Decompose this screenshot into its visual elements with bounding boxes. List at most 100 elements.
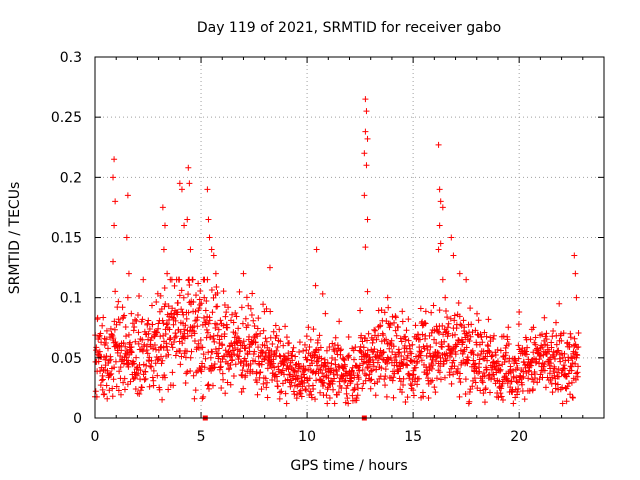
data-point <box>252 358 259 365</box>
data-point <box>176 276 183 283</box>
data-point <box>364 347 371 354</box>
data-point <box>554 348 561 355</box>
data-point <box>526 387 533 394</box>
data-point <box>345 352 352 359</box>
data-point <box>260 301 267 308</box>
data-point <box>165 386 172 393</box>
data-point <box>137 367 144 374</box>
data-point <box>373 366 380 373</box>
data-point <box>326 394 333 401</box>
data-point <box>159 317 166 324</box>
data-point <box>481 373 488 380</box>
data-point <box>250 317 257 324</box>
x-axis-label: GPS time / hours <box>290 458 407 474</box>
data-point <box>260 380 267 387</box>
data-point <box>400 375 407 382</box>
data-point <box>364 135 371 142</box>
data-point <box>444 324 451 331</box>
data-point <box>378 307 385 314</box>
data-point <box>399 360 406 367</box>
data-point <box>558 350 565 357</box>
y-tick-label: 0 <box>73 411 82 427</box>
data-point <box>146 383 153 390</box>
data-point <box>195 280 202 287</box>
data-point <box>574 352 581 359</box>
data-point <box>145 336 152 343</box>
data-point <box>361 192 368 199</box>
data-point <box>142 375 149 382</box>
data-point <box>296 348 303 355</box>
data-point <box>359 338 366 345</box>
data-point <box>211 361 218 368</box>
data-point <box>397 365 404 372</box>
data-point <box>151 342 158 348</box>
data-point <box>255 344 262 351</box>
data-point <box>297 387 304 394</box>
data-point <box>419 331 426 338</box>
data-point <box>370 363 377 370</box>
data-point <box>123 333 130 340</box>
data-point <box>136 362 143 369</box>
data-point <box>569 394 576 401</box>
data-point <box>325 384 332 391</box>
data-point <box>233 313 240 320</box>
data-point <box>541 367 548 374</box>
data-point <box>115 387 122 394</box>
data-point <box>440 360 447 367</box>
data-point <box>424 370 431 377</box>
data-point <box>384 360 391 367</box>
data-point <box>444 314 451 321</box>
data-point <box>257 330 264 337</box>
data-point <box>351 356 358 363</box>
data-point <box>437 376 444 383</box>
data-point <box>276 395 283 402</box>
data-point <box>101 390 108 397</box>
data-point <box>343 390 350 397</box>
data-point <box>388 337 395 344</box>
data-point <box>122 323 129 330</box>
data-point <box>178 306 185 313</box>
data-point <box>372 392 379 399</box>
data-point <box>403 361 410 368</box>
data-point <box>540 363 547 370</box>
data-point <box>436 222 443 229</box>
data-point <box>515 321 522 328</box>
data-point <box>110 258 117 265</box>
data-point <box>538 331 545 338</box>
data-point <box>548 380 555 387</box>
data-point <box>301 367 308 374</box>
data-point <box>219 356 226 363</box>
data-point <box>180 294 187 301</box>
data-point <box>497 347 504 354</box>
data-point <box>406 342 413 349</box>
data-point <box>141 376 148 383</box>
data-point <box>364 216 371 223</box>
data-point <box>406 375 413 382</box>
data-point <box>499 397 506 404</box>
data-point <box>289 357 296 364</box>
data-point <box>229 311 236 318</box>
data-point <box>439 276 446 283</box>
data-point <box>317 344 324 351</box>
data-point <box>164 347 171 354</box>
data-point <box>464 354 471 361</box>
data-point <box>474 352 481 359</box>
data-point <box>229 357 236 364</box>
data-point <box>111 326 118 333</box>
data-point <box>406 372 413 379</box>
data-point <box>298 393 305 400</box>
data-point <box>561 350 568 357</box>
data-point <box>391 370 398 377</box>
data-point <box>494 346 501 353</box>
data-point <box>220 322 227 329</box>
data-point <box>290 388 297 395</box>
data-point <box>197 336 204 343</box>
data-point <box>381 376 388 383</box>
x-tick-label: 5 <box>197 429 206 445</box>
data-point <box>459 339 466 346</box>
data-point <box>212 270 219 277</box>
data-point <box>341 378 348 385</box>
data-point <box>117 391 124 398</box>
data-point <box>104 395 111 402</box>
data-point <box>476 368 483 375</box>
